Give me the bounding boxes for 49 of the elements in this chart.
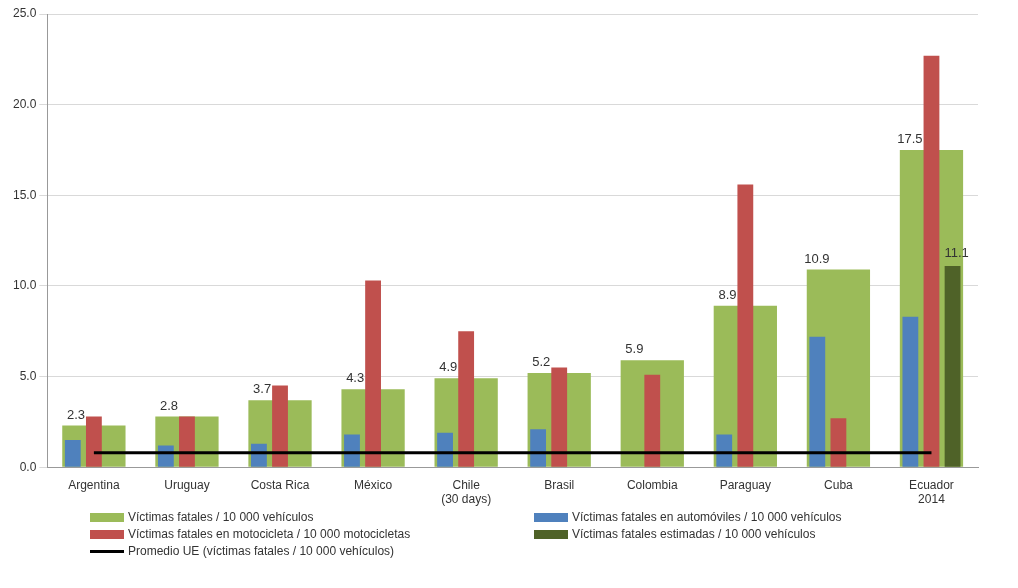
data-label: 5.9 — [625, 341, 644, 357]
data-label: 8.9 — [718, 286, 737, 302]
x-tick-label: Paraguay — [719, 477, 772, 492]
bar — [365, 280, 381, 467]
data-label: 4.3 — [346, 370, 365, 386]
bar — [437, 432, 453, 467]
x-tick-label: Cuba — [824, 477, 854, 492]
y-tick-label: 5.0 — [19, 368, 37, 383]
x-tick-label: Uruguay — [164, 477, 210, 492]
x-tick-label: Argentina — [68, 477, 120, 492]
bar — [458, 331, 475, 467]
legend-label: Víctimas fatales en motocicleta / 10 000 motocicletas — [128, 527, 411, 541]
data-label: 10.9 — [804, 250, 830, 266]
bar — [923, 55, 940, 467]
data-label: 3.7 — [253, 381, 272, 397]
y-tick-label: 0.0 — [19, 459, 37, 474]
data-label: 4.9 — [439, 359, 458, 375]
bar — [830, 418, 847, 467]
legend-label: Víctimas fatales estimadas / 10 000 vehículos — [572, 527, 816, 541]
bar — [272, 385, 288, 467]
bar — [944, 265, 961, 467]
bar — [179, 416, 195, 467]
bar — [902, 316, 919, 467]
bar — [809, 336, 826, 467]
bar — [551, 367, 568, 467]
data-label: 5.2 — [532, 354, 551, 370]
y-tick-label: 15.0 — [13, 187, 37, 202]
bar — [716, 434, 733, 467]
x-tick-label: Chile (30 days) — [441, 477, 492, 507]
x-tick-label: Brasil — [544, 477, 575, 492]
y-tick-label: 10.0 — [13, 278, 37, 293]
bar — [737, 184, 754, 467]
x-tick-label: México — [354, 477, 393, 492]
legend-label: Promedio UE (víctimas fatales / 10 000 vehículos) — [128, 544, 395, 558]
x-tick-label: Colombia — [626, 477, 678, 492]
x-tick-label: Ecuador 2014 — [909, 477, 954, 507]
legend-label: Víctimas fatales en automóviles / 10 000 vehículos — [572, 510, 842, 524]
y-tick-label: 20.0 — [13, 96, 37, 111]
bar — [530, 429, 547, 467]
bar — [85, 416, 102, 467]
bar — [64, 440, 81, 467]
legend-label: Víctimas fatales / 10 000 vehículos — [128, 510, 314, 524]
bar — [644, 374, 661, 467]
bar — [344, 434, 360, 467]
x-tick-label: Costa Rica — [250, 477, 310, 492]
data-label: 2.8 — [160, 397, 179, 413]
data-label: 17.5 — [897, 131, 923, 147]
data-label: 2.3 — [66, 406, 86, 422]
y-tick-label: 25.0 — [13, 6, 37, 21]
